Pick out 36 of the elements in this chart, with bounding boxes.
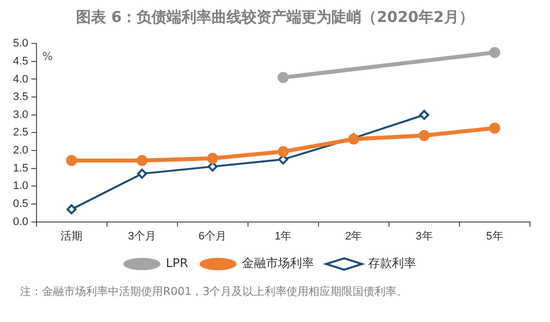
y-tick-label: 4.5 [12,55,28,68]
text: 注：金融市场利率中活期使用R001，3个月及以上利率使用相应期限国债利率。 [19,284,409,299]
point [66,204,77,214]
point [278,146,289,158]
point [418,130,430,142]
y-tick-label: 5.0 [12,38,28,50]
chart-title: 图表 6：负债端利率曲线较资产端更为陡峭（2020年2月） [75,7,475,28]
point [66,155,78,166]
y-tick-label: 3.0 [12,108,28,121]
x-tick-label: 2年 [345,230,362,242]
point [278,72,289,83]
point [207,152,218,164]
y-tick-label: 0.0 [12,216,28,228]
point [489,47,500,58]
legend-label: 金融市场利率 [242,256,314,270]
legend-label: LPR [166,256,188,270]
y-axis-title: % [42,50,53,63]
x-tick-label: 6个月 [198,230,227,242]
x-tick-label: 5年 [486,230,504,242]
point [137,168,148,179]
y-tick-label: 3.5 [12,91,28,104]
y-tick-label: 4.0 [12,73,28,86]
y-tick-label: 0.5 [12,198,28,210]
y-tick-label: 1.5 [12,162,28,174]
x-tick-label: 3个月 [128,230,156,242]
point [419,110,430,120]
point [136,155,148,166]
x-tick-label: 3年 [416,230,433,242]
x-tick-label: 活期 [60,230,83,242]
x-tick-label: 1年 [274,230,292,242]
point [208,162,218,172]
legend-label: 存款利率 [368,256,416,270]
y-tick-label: 1.0 [12,180,28,192]
y-tick-label: 2.5 [12,126,28,139]
y-tick-label: 2.0 [12,144,28,157]
point [489,122,500,134]
